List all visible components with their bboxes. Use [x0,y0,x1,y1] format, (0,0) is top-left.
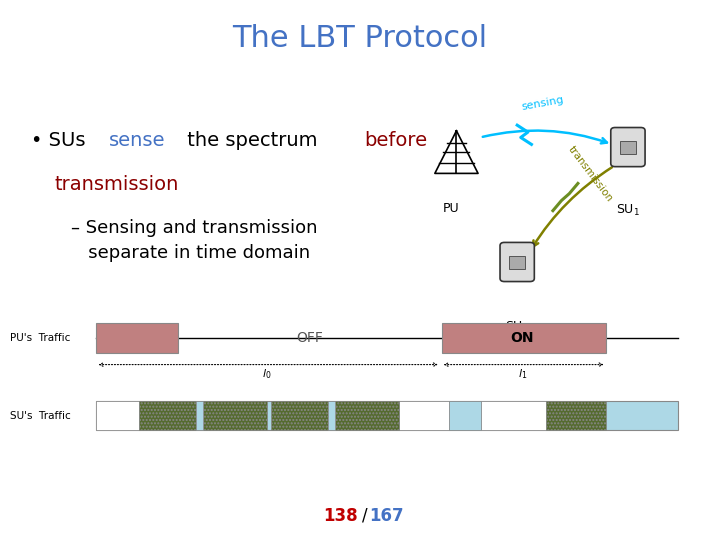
Bar [196,401,203,430]
Text: transmission: transmission [55,175,179,194]
Text: The LBT Protocol: The LBT Protocol [233,24,487,53]
Bar [620,141,636,154]
Text: SU$_1$: SU$_1$ [616,203,640,218]
Bar [96,401,138,430]
Bar [482,401,546,430]
Bar [449,401,482,430]
Text: before: before [364,131,428,150]
Text: transmission: transmission [566,144,614,204]
Bar [271,401,328,430]
Text: OFF: OFF [297,331,323,345]
Text: sense: sense [109,131,166,150]
Text: sensing: sensing [521,95,564,112]
Bar [203,401,267,430]
Text: SU's  Traffic: SU's Traffic [10,410,71,421]
Text: SU$_2$: SU$_2$ [505,320,529,335]
Bar [442,323,606,353]
Text: • SUs: • SUs [32,131,92,150]
Bar [400,401,449,430]
Bar [546,401,606,430]
FancyBboxPatch shape [500,242,534,281]
Bar [96,401,678,430]
Text: ON: ON [510,331,534,345]
Text: – Sensing and transmission
   separate in time domain: – Sensing and transmission separate in t… [71,219,317,262]
Text: /: / [362,507,368,525]
Text: 167: 167 [369,507,404,525]
Text: 138: 138 [323,507,358,525]
Bar [335,401,400,430]
FancyBboxPatch shape [611,127,645,167]
Text: the spectrum: the spectrum [181,131,324,150]
Bar [138,401,196,430]
Bar [96,323,178,353]
Bar [328,401,335,430]
Text: PU: PU [442,201,459,214]
Bar [509,256,526,269]
Text: PU's  Traffic: PU's Traffic [10,333,71,343]
Text: $l_0$: $l_0$ [262,367,272,381]
Text: $l_1$: $l_1$ [518,367,527,381]
